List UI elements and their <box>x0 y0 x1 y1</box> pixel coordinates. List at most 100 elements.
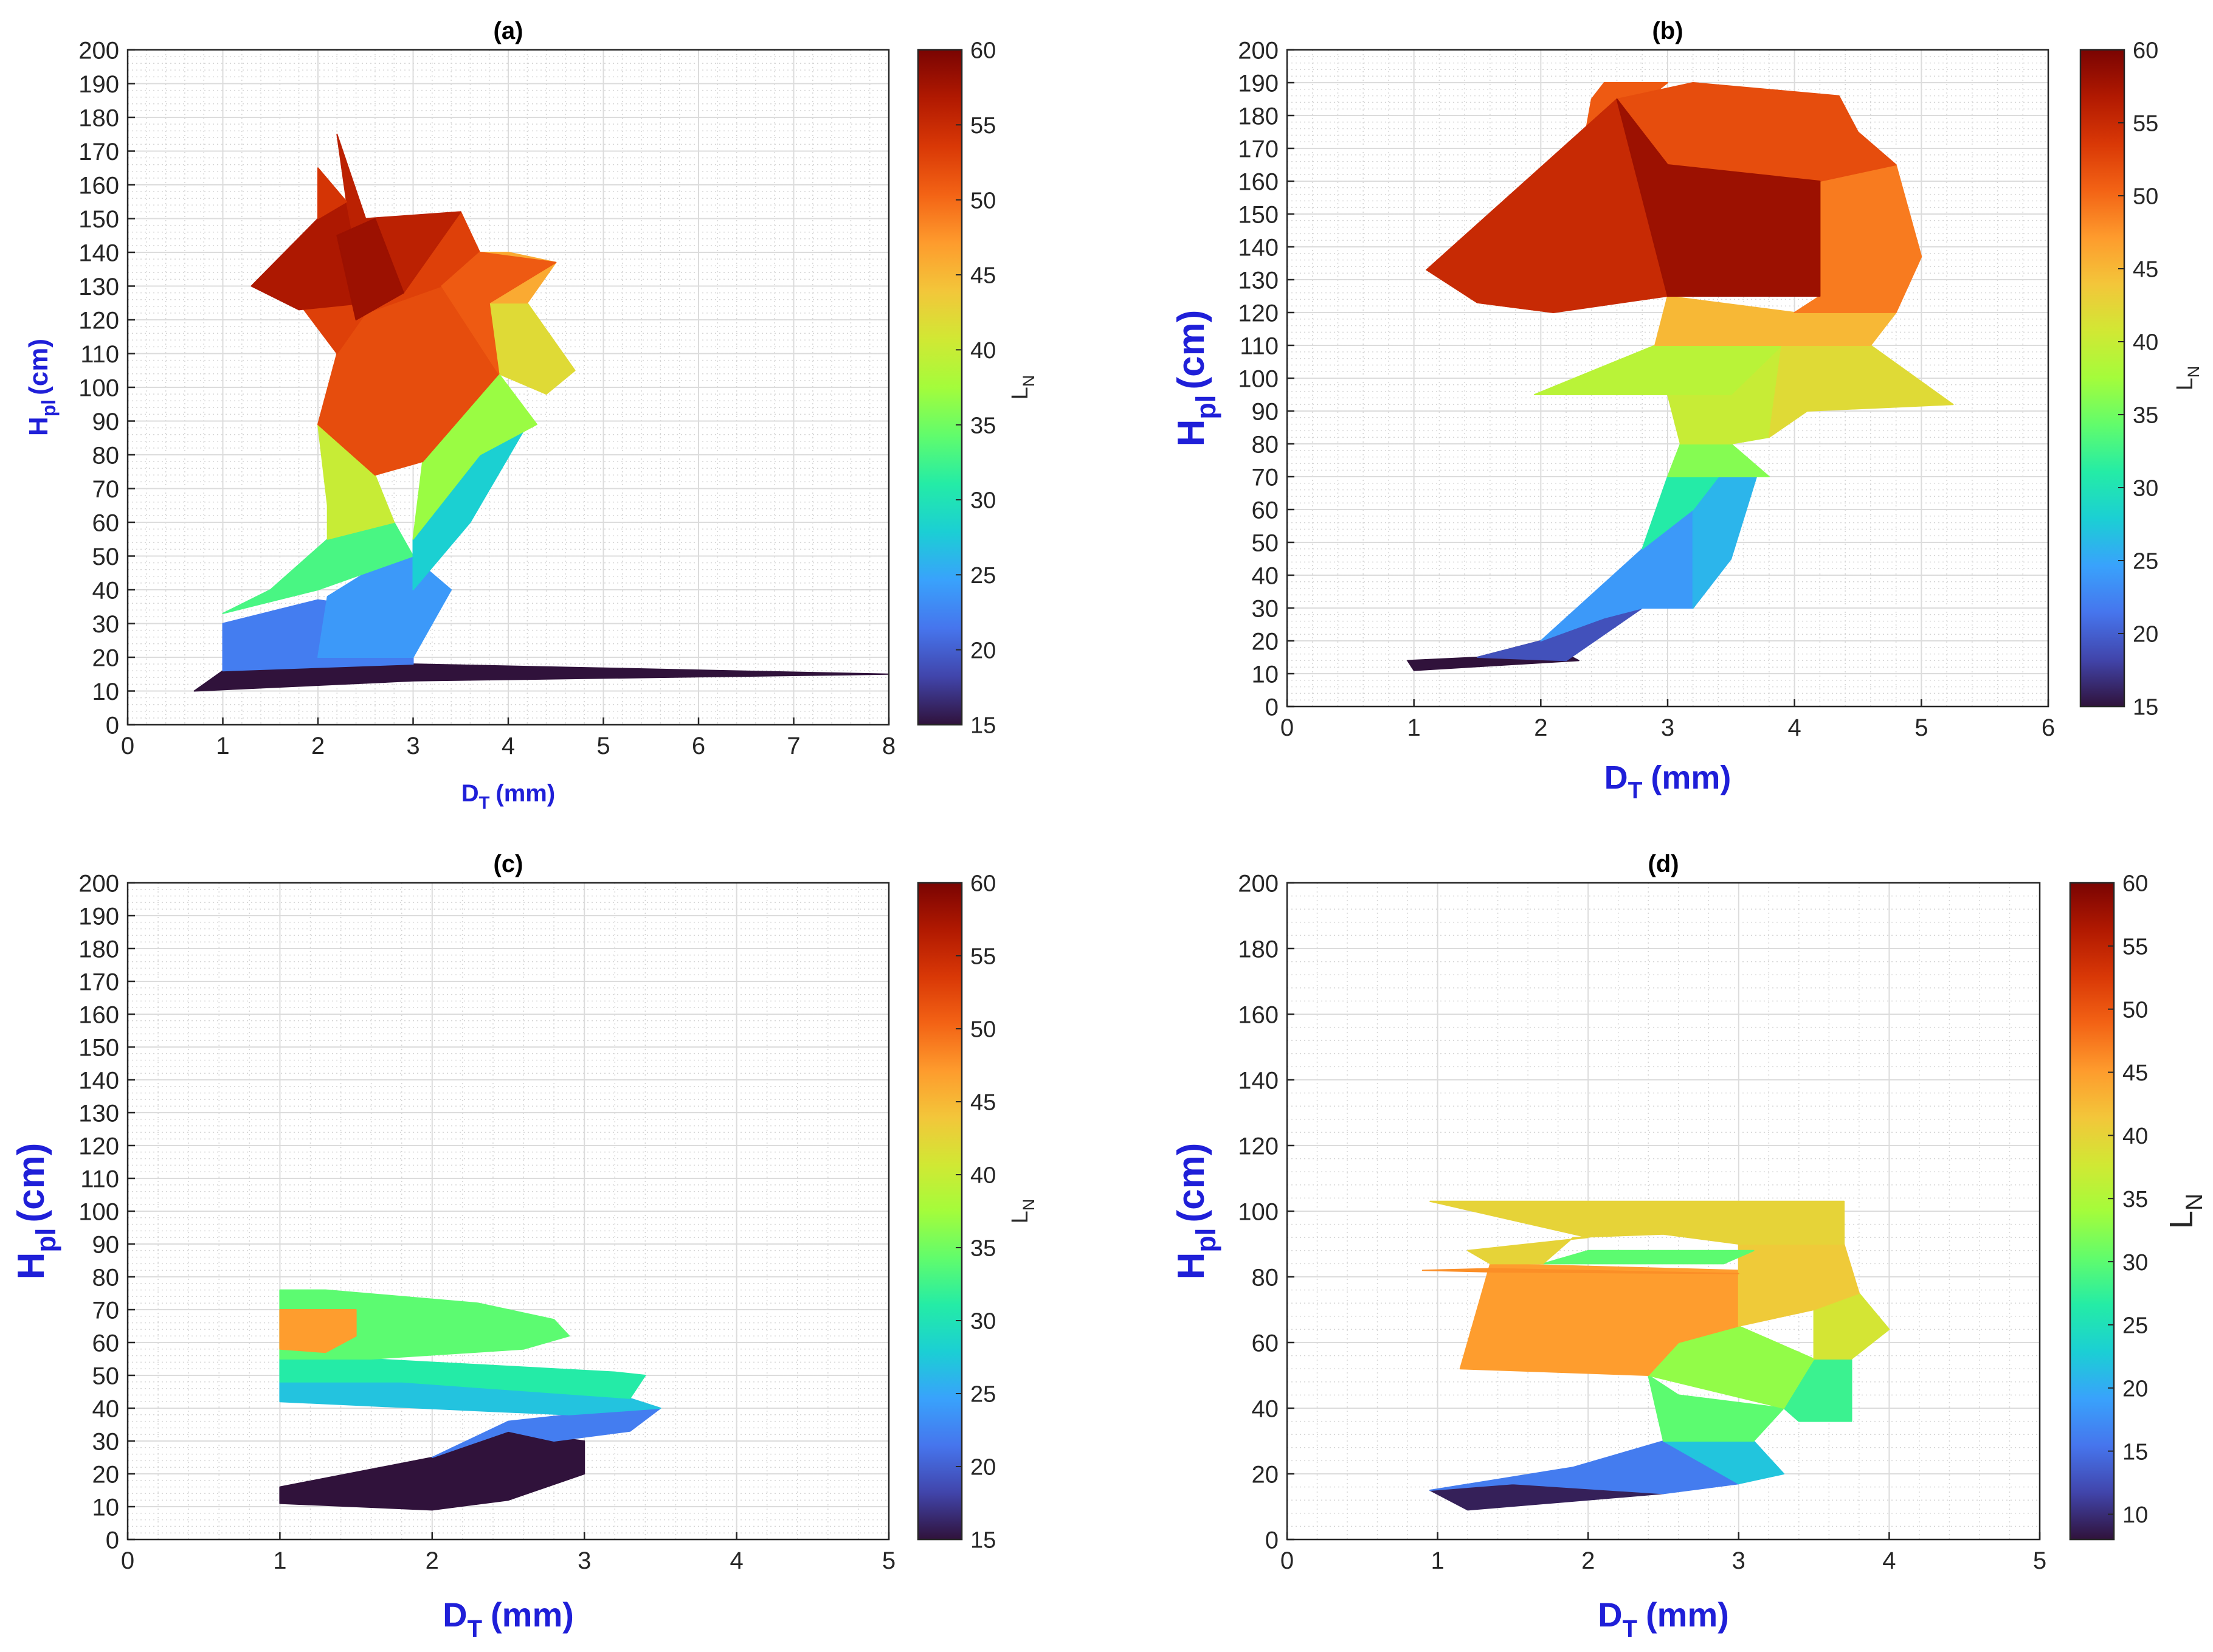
panel-b-y-ticks: 0 10 20 30 40 50 60 70 80 90 100 110 120 130 140 150 160… <box>1238 37 1294 721</box>
panel-d-x-label: DT (mm) <box>1598 1595 1729 1642</box>
surface-patch <box>1542 1249 1755 1265</box>
y-tick-label: 180 <box>1238 936 1279 963</box>
colorbar-tick-label: 25 <box>970 1382 996 1408</box>
y-tick-label: 110 <box>80 1166 119 1192</box>
colorbar-tick-label: 55 <box>2133 111 2158 137</box>
x-tick-label: 1 <box>1431 1547 1444 1574</box>
x-tick-label: 3 <box>1732 1547 1745 1574</box>
panel-d-surface <box>1421 1200 1890 1511</box>
y-tick-label: 120 <box>78 307 119 334</box>
y-tick-label: 100 <box>78 1198 119 1225</box>
panel-c-y-ticks: 0 10 20 30 40 50 60 70 80 90 100 110 120 130 140 150 160… <box>78 870 135 1554</box>
colorbar-tick-label: 40 <box>2133 330 2158 356</box>
x-tick-label: 5 <box>1914 714 1928 741</box>
colorbar-tick-label: 30 <box>970 1309 996 1335</box>
x-tick-label: 4 <box>502 733 515 759</box>
y-tick-label: 170 <box>1238 136 1279 162</box>
y-tick-label: 120 <box>78 1133 119 1160</box>
panel-d-colorbar-label: LN <box>2163 1194 2208 1229</box>
panel-b-surface <box>1407 82 1954 671</box>
panel-c-x-label: DT (mm) <box>443 1595 574 1642</box>
colorbar-tick-label: 30 <box>970 488 996 514</box>
y-tick-label: 200 <box>78 37 119 64</box>
panel-c-colorbar: 15 20 25 30 35 40 45 50 55 60 <box>917 871 996 1554</box>
colorbar-tick-label: 40 <box>2122 1124 2148 1149</box>
y-tick-label: 100 <box>78 375 119 401</box>
x-tick-label: 1 <box>216 733 229 759</box>
y-tick-label: 140 <box>78 240 119 266</box>
x-tick-label: 0 <box>121 733 134 759</box>
y-tick-label: 100 <box>1238 365 1279 392</box>
y-tick-label: 0 <box>106 712 119 739</box>
colorbar-tick-label: 50 <box>2122 997 2148 1023</box>
x-tick-label: 5 <box>882 1547 896 1574</box>
y-tick-label: 170 <box>78 139 119 165</box>
panel-a-x-label: DT (mm) <box>461 780 555 813</box>
x-tick-label: 7 <box>787 733 800 759</box>
colorbar-tick-label: 55 <box>970 944 996 970</box>
colorbar-tick-label: 35 <box>970 1236 996 1262</box>
y-tick-label: 60 <box>92 1330 120 1357</box>
y-tick-label: 170 <box>78 969 119 995</box>
colorbar-tick-label: 60 <box>2133 38 2158 64</box>
surface-patch <box>279 1430 585 1511</box>
colorbar-tick-label: 45 <box>2122 1060 2148 1086</box>
y-tick-label: 150 <box>1238 201 1279 228</box>
y-tick-label: 190 <box>78 71 119 98</box>
colorbar-tick-label: 55 <box>2122 935 2148 960</box>
surface-patch <box>431 1408 661 1458</box>
colorbar-tick-label: 15 <box>2122 1439 2148 1465</box>
x-tick-label: 1 <box>1407 714 1421 741</box>
surface-patch <box>317 167 347 219</box>
y-tick-label: 20 <box>92 645 120 671</box>
x-tick-label: 3 <box>578 1547 591 1574</box>
surface-patch <box>279 1289 570 1360</box>
colorbar-gradient <box>917 49 963 726</box>
y-tick-label: 40 <box>1252 1395 1279 1422</box>
surface-patch <box>441 252 557 375</box>
panel-b-title: (b) <box>1652 18 1683 44</box>
y-tick-label: 140 <box>78 1067 119 1094</box>
x-tick-label: 2 <box>1534 714 1547 741</box>
y-tick-label: 150 <box>78 206 119 233</box>
panel-d-colorbar: 10 15 20 25 30 35 40 45 50 55 60 <box>2069 871 2148 1541</box>
y-tick-label: 200 <box>1238 870 1279 897</box>
y-tick-label: 200 <box>1238 37 1279 64</box>
colorbar-tick-label: 15 <box>970 713 996 739</box>
y-tick-label: 40 <box>92 577 120 604</box>
colorbar-tick-label: 10 <box>2122 1502 2148 1528</box>
y-tick-label: 30 <box>92 611 120 638</box>
panel-d-x-ticks: 0 1 2 3 4 5 <box>1280 1532 2046 1574</box>
colorbar-tick-label: 20 <box>970 1455 996 1481</box>
colorbar-tick-label: 40 <box>970 338 996 364</box>
y-tick-label: 180 <box>1238 103 1279 130</box>
y-tick-label: 40 <box>1252 562 1279 589</box>
y-tick-label: 120 <box>1238 300 1279 327</box>
y-tick-label: 30 <box>1252 595 1279 622</box>
y-tick-label: 70 <box>92 1297 120 1324</box>
y-tick-label: 90 <box>1252 398 1279 425</box>
y-tick-label: 140 <box>1238 234 1279 261</box>
colorbar-tick-label: 25 <box>970 563 996 589</box>
colorbar-tick-label: 30 <box>2122 1250 2148 1276</box>
colorbar-tick-label: 30 <box>2133 476 2158 502</box>
panel-a-title: (a) <box>494 18 523 44</box>
y-tick-label: 100 <box>1238 1198 1279 1225</box>
surface-patch <box>1667 443 1770 477</box>
surface-patch <box>279 1309 357 1353</box>
colorbar-tick-label: 45 <box>970 263 996 289</box>
colorbar-tick-label: 50 <box>970 188 996 213</box>
x-tick-label: 6 <box>2042 714 2055 741</box>
y-tick-label: 40 <box>92 1395 120 1422</box>
colorbar-tick-label: 35 <box>2122 1187 2148 1212</box>
y-tick-label: 180 <box>78 105 119 131</box>
y-tick-label: 160 <box>1238 168 1279 195</box>
colorbar-tick-label: 40 <box>970 1163 996 1189</box>
y-tick-label: 80 <box>92 1264 120 1291</box>
y-tick-label: 50 <box>92 1363 120 1389</box>
y-tick-label: 60 <box>1252 1330 1279 1357</box>
colorbar-tick-label: 20 <box>2133 622 2158 648</box>
